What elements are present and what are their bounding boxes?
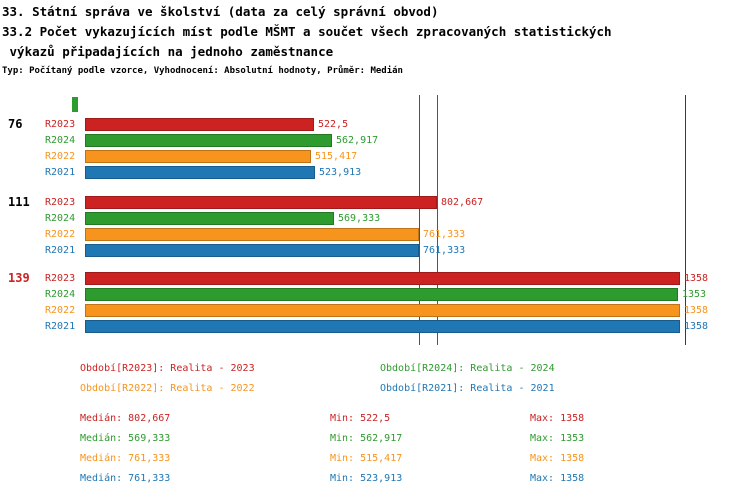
- series-label: R2023: [45, 273, 76, 284]
- series-label: R2022: [45, 229, 76, 240]
- bar-row: R2024 569,333: [45, 212, 380, 225]
- bar-value-label: 1358: [684, 321, 709, 332]
- series-label: R2022: [45, 151, 76, 162]
- stat-max-r2022: Max: 1358: [530, 453, 585, 464]
- bar-r2021: [85, 320, 680, 333]
- bar-row: R2021 761,333: [45, 244, 465, 257]
- bar-r2021: [85, 244, 419, 257]
- bar-value-label: 1358: [684, 305, 709, 316]
- bar-row: R2022 761,333: [45, 228, 465, 241]
- bar-r2021: [85, 166, 315, 179]
- bar-row: R2024 562,917: [45, 134, 378, 147]
- series-label: R2024: [45, 135, 76, 146]
- series-label: R2021: [45, 321, 76, 332]
- legend-item-r2024: Období[R2024]: Realita - 2024: [380, 363, 555, 374]
- bar-row: R2023 1358: [45, 272, 708, 285]
- bar-value-label: 562,917: [336, 135, 379, 146]
- bar-row: R2021 523,913: [45, 166, 361, 179]
- series-label: R2022: [45, 305, 76, 316]
- bar-row: R2024 1353: [45, 288, 706, 301]
- bar-row: R2023 522,5: [45, 118, 348, 131]
- series-label: R2023: [45, 119, 76, 130]
- stat-median-r2021: Medián: 761,333: [80, 473, 171, 484]
- bar-r2023: [85, 196, 437, 209]
- stat-max-r2021: Max: 1358: [530, 473, 585, 484]
- series-label: R2021: [45, 167, 76, 178]
- legend-item-r2022: Období[R2022]: Realita - 2022: [80, 383, 255, 394]
- bar-r2023: [85, 118, 314, 131]
- chart-right-border: [685, 95, 686, 345]
- bar-value-label: 569,333: [338, 213, 381, 224]
- bar-value-label: 1353: [682, 289, 707, 300]
- bar-chart: 76 R2023 522,5 R2024 562,917 R2022 515,417 R202…: [0, 95, 750, 345]
- bar-row: R2022 515,417: [45, 150, 357, 163]
- stat-min-r2021: Min: 523,913: [330, 473, 403, 484]
- median-marker-line-r2023: [437, 95, 438, 345]
- bar-value-label: 761,333: [423, 229, 466, 240]
- bar-value-label: 761,333: [423, 245, 466, 256]
- report-title-line1: 33. Státní správa ve školství (data za c…: [2, 4, 439, 19]
- report-subtitle: Typ: Počítaný podle vzorce, Vyhodnocení:…: [2, 66, 403, 76]
- series-label: R2024: [45, 213, 76, 224]
- group-label: 76: [8, 117, 23, 131]
- bar-value-label: 522,5: [318, 119, 349, 130]
- report-header: 33. Státní správa ve školství (data za c…: [2, 2, 612, 76]
- bar-value-label: 1358: [684, 273, 709, 284]
- series-label: R2023: [45, 197, 76, 208]
- green-tick-marker: [72, 97, 78, 112]
- bar-row: R2021 1358: [45, 320, 708, 333]
- bar-r2024: [85, 212, 334, 225]
- legend-item-r2023: Období[R2023]: Realita - 2023: [80, 363, 255, 374]
- series-label: R2024: [45, 289, 76, 300]
- stat-max-r2023: Max: 1358: [530, 413, 585, 424]
- bar-r2022: [85, 150, 311, 163]
- report-title-line3: výkazů připadajících na jednoho zaměstna…: [2, 44, 334, 59]
- stat-median-r2024: Medián: 569,333: [80, 433, 171, 444]
- bar-value-label: 523,913: [319, 167, 362, 178]
- stat-median-r2023: Medián: 802,667: [80, 413, 171, 424]
- median-marker-line-r2021: [419, 95, 420, 345]
- stat-min-r2022: Min: 515,417: [330, 453, 403, 464]
- stat-max-r2024: Max: 1353: [530, 433, 585, 444]
- report-title-line2: 33.2 Počet vykazujících míst podle MŠMT …: [2, 24, 612, 39]
- bar-r2023: [85, 272, 680, 285]
- bar-r2022: [85, 228, 419, 241]
- group-label: 111: [8, 195, 30, 209]
- bar-value-label: 515,417: [315, 151, 358, 162]
- series-label: R2021: [45, 245, 76, 256]
- legend-item-r2021: Období[R2021]: Realita - 2021: [380, 383, 555, 394]
- stat-min-r2023: Min: 522,5: [330, 413, 391, 424]
- bar-r2022: [85, 304, 680, 317]
- bar-row: R2022 1358: [45, 304, 708, 317]
- bar-value-label: 802,667: [441, 197, 484, 208]
- stat-median-r2022: Medián: 761,333: [80, 453, 171, 464]
- group-label: 139: [8, 271, 30, 285]
- bar-row: R2023 802,667: [45, 196, 483, 209]
- bar-r2024: [85, 288, 678, 301]
- bar-r2024: [85, 134, 332, 147]
- stat-min-r2024: Min: 562,917: [330, 433, 403, 444]
